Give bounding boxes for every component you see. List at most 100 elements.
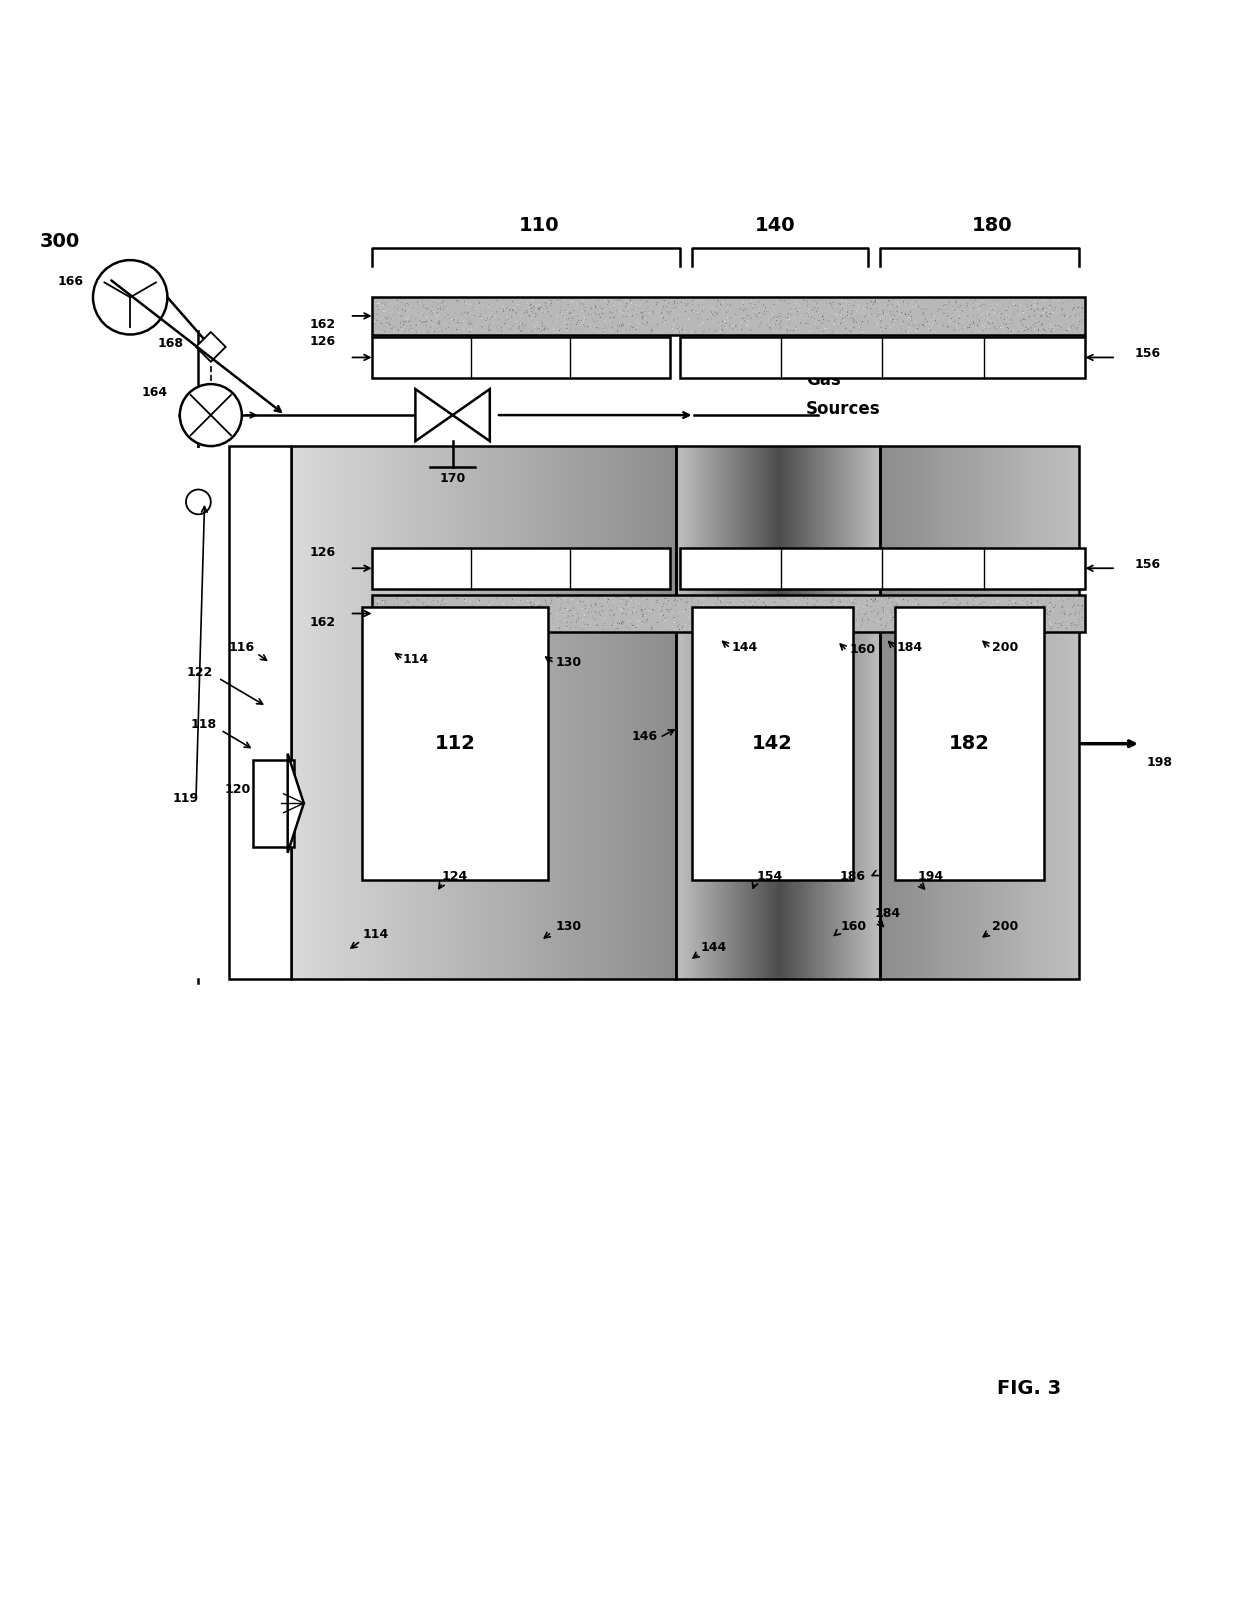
Point bbox=[608, 312, 627, 337]
Point bbox=[906, 312, 926, 337]
Point bbox=[477, 603, 497, 628]
Point bbox=[963, 309, 983, 334]
Point bbox=[937, 299, 957, 325]
Point bbox=[469, 299, 489, 325]
Point bbox=[1064, 601, 1084, 627]
Point bbox=[1042, 614, 1061, 640]
Text: 184: 184 bbox=[874, 907, 900, 921]
Point bbox=[1064, 293, 1084, 318]
Point bbox=[684, 588, 704, 614]
Point bbox=[1004, 297, 1024, 323]
Point bbox=[570, 288, 590, 313]
Point bbox=[854, 317, 874, 342]
Point bbox=[455, 590, 475, 616]
Point bbox=[946, 614, 966, 640]
Point bbox=[1022, 585, 1042, 611]
Point bbox=[523, 609, 543, 635]
Point bbox=[797, 302, 817, 328]
Point bbox=[510, 291, 529, 317]
Point bbox=[999, 587, 1019, 612]
Point bbox=[963, 286, 983, 312]
Point bbox=[439, 310, 459, 336]
Point bbox=[428, 291, 448, 317]
Point bbox=[476, 596, 496, 622]
Point bbox=[744, 588, 764, 614]
Point bbox=[430, 310, 450, 336]
Point bbox=[787, 299, 807, 325]
Bar bbox=[692, 608, 853, 879]
Point bbox=[900, 317, 920, 342]
Point bbox=[1022, 315, 1042, 341]
Point bbox=[718, 293, 738, 318]
Point bbox=[1063, 611, 1083, 636]
Point bbox=[668, 291, 688, 317]
Point bbox=[810, 606, 830, 632]
Point bbox=[915, 598, 935, 624]
Point bbox=[751, 606, 771, 632]
Point bbox=[696, 606, 715, 632]
Point bbox=[539, 608, 559, 633]
Point bbox=[413, 309, 433, 334]
Point bbox=[1040, 301, 1060, 326]
Point bbox=[554, 304, 574, 329]
Point bbox=[1053, 310, 1073, 336]
Point bbox=[787, 315, 807, 341]
Point bbox=[536, 296, 556, 321]
Point bbox=[856, 587, 875, 612]
Point bbox=[595, 611, 615, 636]
Point bbox=[843, 310, 863, 336]
Point bbox=[978, 313, 998, 339]
Point bbox=[665, 604, 684, 630]
Point bbox=[1064, 590, 1084, 616]
Point bbox=[477, 603, 497, 628]
Point bbox=[866, 288, 885, 313]
Point bbox=[1032, 304, 1052, 329]
Point bbox=[794, 609, 813, 635]
Point bbox=[924, 601, 944, 627]
Point bbox=[755, 293, 775, 318]
Point bbox=[575, 593, 595, 619]
Point bbox=[574, 603, 594, 628]
Point bbox=[372, 590, 392, 616]
Point bbox=[632, 299, 652, 325]
Point bbox=[868, 304, 888, 329]
Point bbox=[728, 296, 748, 321]
Point bbox=[590, 294, 610, 320]
Point bbox=[699, 616, 719, 641]
Point bbox=[825, 609, 844, 635]
Point bbox=[846, 588, 866, 614]
Point bbox=[652, 299, 672, 325]
Point bbox=[480, 318, 500, 344]
Point bbox=[534, 587, 554, 612]
Point bbox=[511, 318, 531, 344]
Point bbox=[985, 593, 1004, 619]
Point bbox=[527, 608, 547, 633]
Point bbox=[526, 587, 546, 612]
Point bbox=[582, 598, 601, 624]
Point bbox=[424, 614, 444, 640]
Point bbox=[758, 612, 777, 638]
Point bbox=[367, 616, 387, 641]
Point bbox=[430, 296, 450, 321]
Point bbox=[963, 310, 983, 336]
Bar bbox=[908, 446, 911, 979]
Point bbox=[584, 606, 604, 632]
Point bbox=[786, 593, 806, 619]
Point bbox=[386, 588, 405, 614]
Point bbox=[1017, 614, 1037, 640]
Point bbox=[637, 608, 657, 633]
Bar bbox=[1039, 446, 1043, 979]
Point bbox=[920, 307, 940, 333]
Polygon shape bbox=[196, 333, 226, 361]
Point bbox=[1049, 289, 1069, 315]
Point bbox=[615, 585, 635, 611]
Point bbox=[801, 304, 821, 329]
Bar bbox=[353, 446, 360, 979]
Point bbox=[977, 301, 997, 326]
Point bbox=[539, 310, 559, 336]
Point bbox=[420, 313, 440, 339]
Point bbox=[707, 598, 727, 624]
Point bbox=[498, 294, 518, 320]
Point bbox=[1027, 310, 1047, 336]
Point bbox=[536, 612, 556, 638]
